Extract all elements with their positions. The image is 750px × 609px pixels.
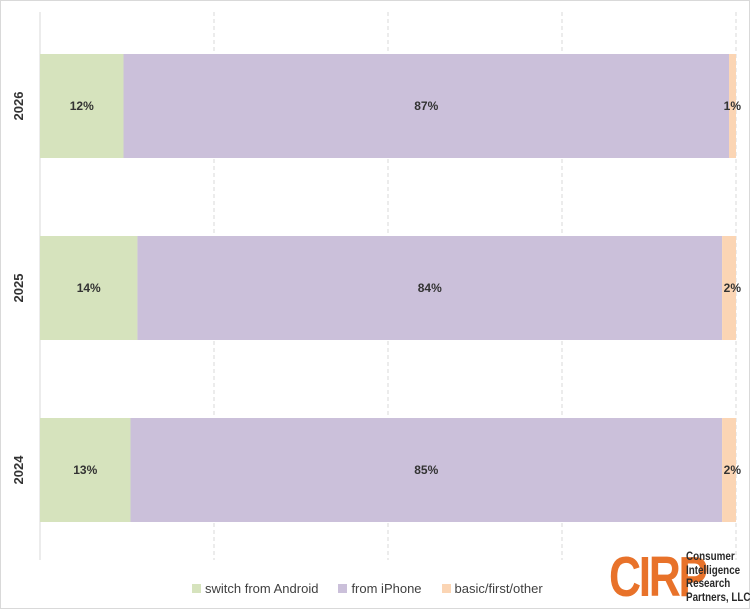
category-labels: 2026 2025 2024 [11,92,26,485]
legend-swatch-other [441,583,451,593]
legend-item-iphone: from iPhone [338,580,422,596]
legend-swatch-android [192,583,201,593]
bars [40,54,736,522]
logo-line-2: Intelligence [686,562,741,577]
data-label-2025-basic-first-other: 2% [724,281,742,295]
cirp-logo-mark: CIRP [609,545,708,609]
data-label-2025-switch-from-android: 14% [77,281,101,295]
bar-2025-from-iphone [137,236,723,340]
legend-swatch-iphone [338,583,348,593]
data-label-2026-basic-first-other: 1% [724,99,742,113]
data-label-2026-switch-from-android: 12% [70,99,94,113]
cirp-logo-text: Consumer Intelligence Research Partners,… [686,549,750,604]
legend-item-other: basic/first/other [441,580,543,596]
data-labels: 12% 87% 1% 14% 84% 2% 13% 85% 2% [70,99,742,477]
bar-2026-from-iphone [123,54,730,158]
bar-2025-basic-first-other [722,236,736,340]
legend-item-android: switch from Android [192,581,318,596]
bar-2024-switch-from-android [40,418,131,522]
logo-line-1: Consumer [686,549,735,563]
bar-2025-switch-from-android [40,236,138,340]
cirp-logo: CIRP Consumer Intelligence Research Part… [609,545,750,609]
category-label-2025: 2025 [11,274,26,303]
category-label-2026: 2026 [11,92,26,121]
bar-2026-basic-first-other [729,54,736,158]
data-label-2025-from-iphone: 84% [418,281,442,295]
legend-label-other: basic/first/other [454,580,543,596]
data-label-2024-switch-from-android: 13% [73,463,97,477]
logo-line-4: Partners, LLC [686,589,750,604]
data-label-2024-basic-first-other: 2% [724,463,742,477]
logo-line-3: Research [686,576,731,590]
data-label-2026-from-iphone: 87% [414,99,438,113]
bar-2026-switch-from-android [40,54,124,158]
bar-2024-from-iphone [130,418,723,522]
data-label-2024-from-iphone: 85% [414,463,438,477]
legend: switch from Android from iPhone basic/fi… [192,580,563,596]
legend-label-iphone: from iPhone [351,580,422,596]
bar-2024-basic-first-other [722,418,736,522]
legend-label-android: switch from Android [205,580,319,596]
category-label-2024: 2024 [11,455,26,485]
